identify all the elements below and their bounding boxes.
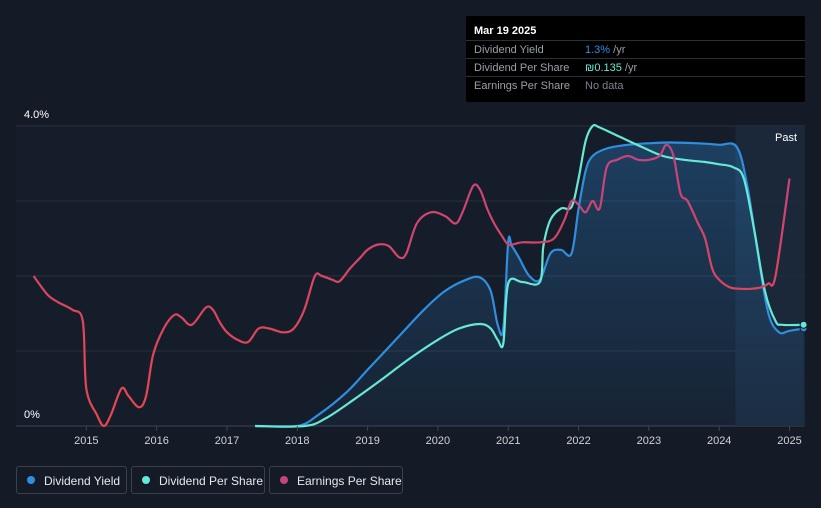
tooltip-row-earnings-per-share: Earnings Per Share No data bbox=[466, 76, 805, 95]
series-line-dividend-yield bbox=[255, 141, 804, 428]
x-tick-label: 2020 bbox=[426, 435, 450, 447]
legend-item-earnings-per-share[interactable]: Earnings Per Share bbox=[269, 466, 403, 494]
line-layer bbox=[32, 123, 804, 428]
tooltip-label: Dividend Per Share bbox=[474, 62, 570, 74]
x-tick-label: 2025 bbox=[777, 435, 801, 447]
area-dividend-yield bbox=[255, 142, 804, 427]
series-line-earnings-per-share bbox=[32, 143, 791, 428]
legend-item-dividend-yield[interactable]: Dividend Yield bbox=[16, 466, 127, 494]
x-tick-label: 2019 bbox=[355, 435, 379, 447]
end-marker-dividend-per-share bbox=[799, 320, 808, 329]
y-axis-ticks: 4.0% 0% bbox=[24, 109, 49, 421]
past-label: Past bbox=[775, 132, 797, 144]
end-markers bbox=[799, 320, 808, 333]
tooltip-label: Earnings Per Share bbox=[474, 80, 570, 92]
x-tick-label: 2023 bbox=[637, 435, 661, 447]
tooltip-date: Mar 19 2025 bbox=[474, 25, 537, 37]
y-tick-label: 0% bbox=[24, 409, 40, 421]
legend-dot-icon bbox=[142, 476, 150, 484]
legend-dot-icon bbox=[27, 476, 35, 484]
tooltip-label: Dividend Yield bbox=[474, 44, 544, 56]
x-tick-label: 2022 bbox=[566, 435, 590, 447]
x-tick-label: 2024 bbox=[707, 435, 731, 447]
legend-item-dividend-per-share[interactable]: Dividend Per Share bbox=[131, 466, 265, 494]
tooltip-value: 1.3% /yr bbox=[585, 44, 626, 56]
y-tick-label: 4.0% bbox=[24, 109, 49, 121]
x-tick-label: 2016 bbox=[144, 435, 168, 447]
legend-dot-icon bbox=[280, 476, 288, 484]
area-layer bbox=[255, 142, 804, 427]
tooltip-row-dividend-per-share: Dividend Per Share ₪0.135 /yr bbox=[466, 58, 805, 77]
tooltip-panel: Mar 19 2025 Dividend Yield 1.3% /yr Divi… bbox=[466, 16, 805, 102]
tooltip-row-dividend-yield: Dividend Yield 1.3% /yr bbox=[466, 40, 805, 59]
tooltip-value: No data bbox=[585, 80, 624, 92]
series-line-dividend-per-share bbox=[255, 123, 804, 428]
x-tick-label: 2021 bbox=[496, 435, 520, 447]
x-tick-label: 2017 bbox=[215, 435, 239, 447]
x-axis-ticks: 2015 2016 2017 2018 2019 2020 2021 2022 2023 2024… bbox=[74, 426, 802, 447]
x-tick-label: 2018 bbox=[285, 435, 309, 447]
tooltip-value: ₪0.135 /yr bbox=[585, 62, 638, 74]
x-tick-label: 2015 bbox=[74, 435, 98, 447]
